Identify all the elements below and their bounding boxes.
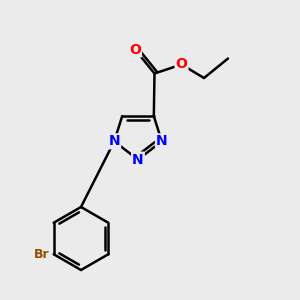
Text: O: O <box>176 58 188 71</box>
Text: N: N <box>156 134 168 148</box>
Text: O: O <box>129 43 141 56</box>
Text: N: N <box>108 134 120 148</box>
Text: Br: Br <box>34 248 49 261</box>
Text: N: N <box>132 153 144 166</box>
